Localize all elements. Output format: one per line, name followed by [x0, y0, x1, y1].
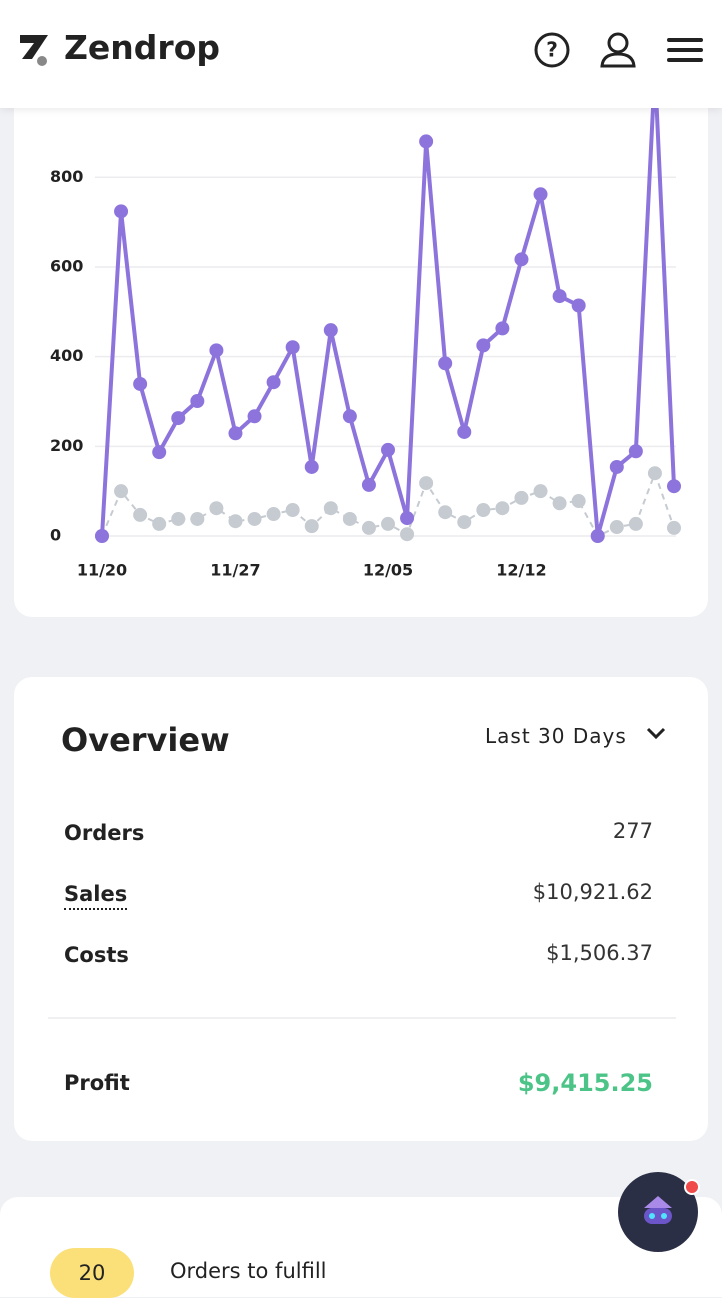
data-point	[342, 409, 357, 424]
header: Zendrop ?	[0, 0, 722, 108]
data-point	[228, 426, 243, 441]
data-point	[228, 514, 243, 529]
data-point	[381, 442, 395, 457]
data-point	[438, 505, 453, 520]
series-line	[100, 104, 676, 537]
data-point	[590, 529, 605, 543]
row-value: 277	[612, 819, 653, 843]
data-point	[400, 527, 415, 542]
data-point	[647, 466, 662, 481]
data-point	[495, 321, 510, 336]
data-point	[552, 289, 567, 304]
data-point	[247, 409, 262, 424]
data-point	[438, 356, 453, 371]
data-point	[133, 376, 148, 391]
data-point	[628, 516, 643, 531]
y-tick-label: 200	[50, 436, 83, 455]
data-point	[361, 477, 376, 492]
period-select[interactable]: Last 30 Days	[485, 724, 627, 748]
data-point	[400, 511, 415, 526]
data-point	[457, 515, 472, 530]
data-point	[171, 511, 186, 526]
row-label: Sales	[64, 882, 128, 910]
y-tick-label: 800	[50, 167, 83, 186]
data-point	[476, 502, 491, 517]
data-point	[571, 494, 586, 509]
data-point	[95, 529, 109, 543]
overview-title: Overview	[61, 721, 230, 759]
chart: 0 200 400 600 800 11/20 11/27 12/05 12/12	[50, 104, 681, 580]
y-tick-label: 600	[50, 256, 83, 275]
data-point	[514, 252, 529, 267]
row-value: $10,921.62	[532, 880, 653, 904]
overview-card: Overview Last 30 Days Orders 277 Sales $10,…	[14, 677, 708, 1141]
data-point	[514, 490, 529, 505]
y-tick-label: 400	[50, 346, 83, 365]
chevron[interactable]	[646, 727, 666, 741]
x-tick-label: 11/20	[77, 561, 127, 580]
data-point	[495, 501, 510, 516]
brand: Zendrop	[64, 28, 220, 67]
data-point	[304, 519, 319, 534]
data-point	[457, 424, 472, 439]
header-icons[interactable]: ?	[533, 30, 705, 72]
divider	[48, 1017, 676, 1019]
x-tick-label: 12/12	[496, 561, 546, 580]
data-point	[285, 502, 300, 517]
data-point	[609, 520, 624, 535]
row-value: $1,506.37	[546, 941, 653, 965]
data-point	[266, 507, 281, 522]
profit-label: Profit	[64, 1071, 130, 1095]
svg-text:?: ?	[546, 38, 558, 62]
row-label: Orders	[64, 821, 145, 845]
data-point	[133, 507, 148, 522]
data-point	[190, 511, 205, 526]
data-point	[342, 511, 357, 526]
data-point	[628, 444, 643, 459]
data-point	[323, 501, 338, 516]
data-point	[304, 459, 319, 474]
y-tick-label: 0	[50, 526, 61, 545]
data-point	[323, 323, 338, 338]
x-tick-label: 12/05	[363, 561, 413, 580]
data-point	[152, 445, 167, 460]
data-point	[533, 484, 548, 499]
data-point	[381, 516, 395, 531]
task-label[interactable]: Orders to fulfill	[170, 1259, 327, 1283]
data-point	[419, 476, 434, 491]
data-point	[571, 298, 586, 313]
data-point	[476, 338, 491, 353]
data-point	[609, 459, 624, 474]
data-point	[667, 520, 681, 535]
data-point	[266, 375, 281, 390]
logo	[20, 35, 48, 66]
data-point	[209, 501, 224, 516]
row-label: Costs	[64, 943, 129, 967]
tasks-card: 20 Orders to fulfill	[0, 1197, 722, 1298]
data-point	[114, 204, 129, 219]
data-point	[152, 516, 167, 531]
data-point	[361, 520, 376, 535]
data-point	[285, 340, 300, 355]
data-point	[667, 479, 681, 494]
data-point	[209, 343, 224, 358]
data-point	[171, 411, 186, 426]
data-point	[533, 187, 548, 202]
chat-button[interactable]	[616, 1172, 706, 1256]
data-point	[114, 484, 129, 499]
data-point	[190, 394, 205, 409]
data-point	[247, 511, 262, 526]
data-point	[552, 496, 567, 511]
data-point	[419, 134, 434, 149]
profit-value: $9,415.25	[517, 1069, 653, 1097]
x-tick-label: 11/27	[210, 561, 260, 580]
task-count: 20	[78, 1261, 106, 1285]
